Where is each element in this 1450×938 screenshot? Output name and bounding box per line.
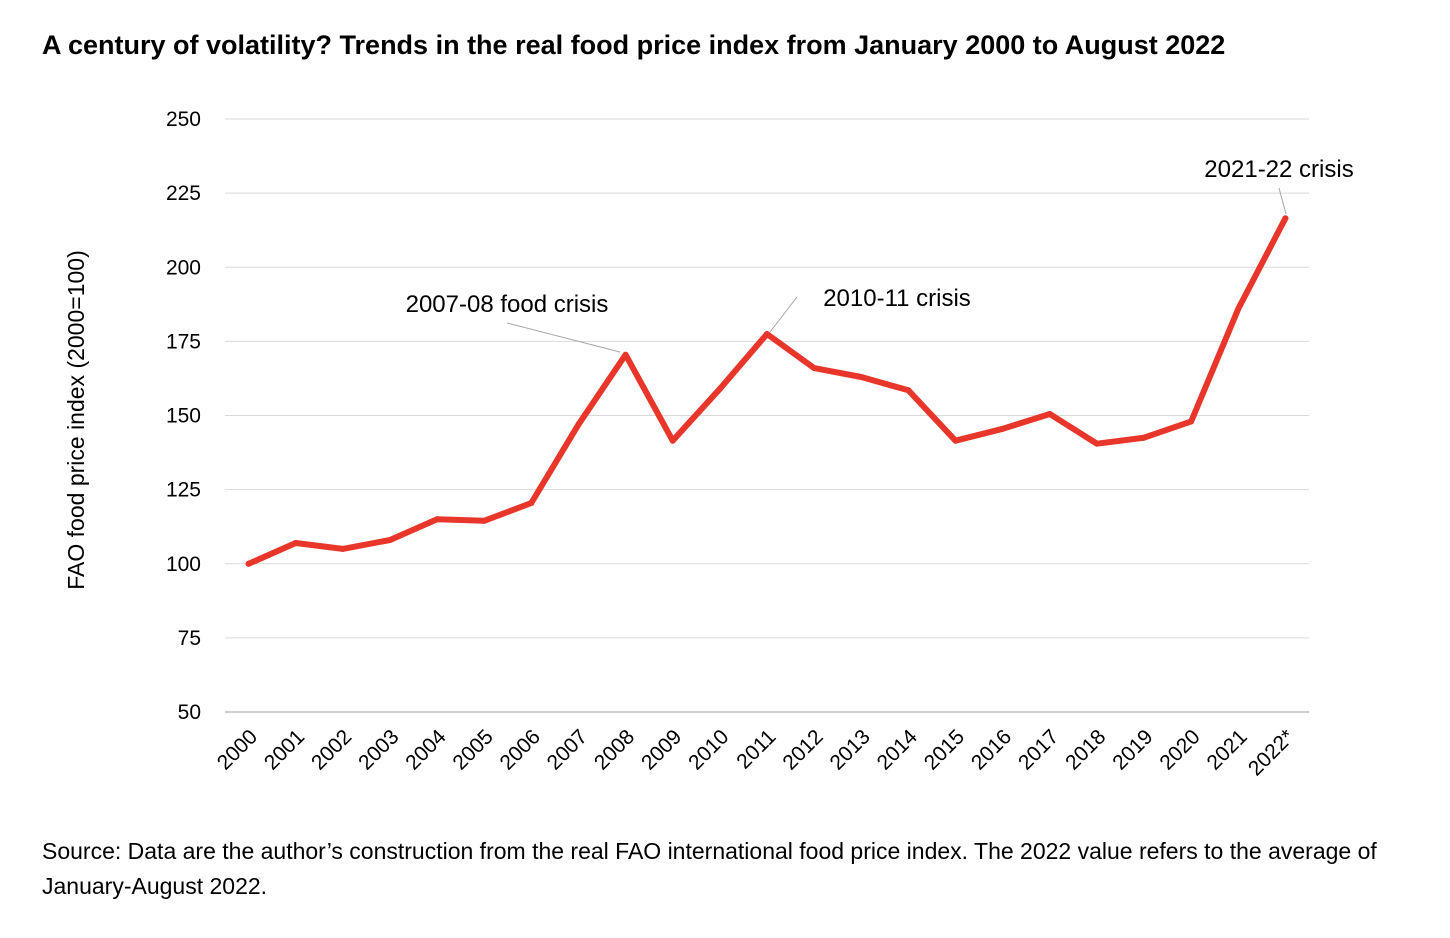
- x-tick-label: 2009: [637, 725, 686, 774]
- x-tick-label: 2001: [260, 725, 309, 774]
- y-tick-label: 225: [166, 182, 201, 205]
- y-tick-label: 125: [166, 479, 201, 502]
- annotation-leader: [769, 296, 798, 333]
- x-tick-label: 2011: [732, 725, 780, 773]
- data-point: [292, 539, 299, 546]
- x-tick-label: 2000: [213, 725, 262, 774]
- x-tick-label: 2022*: [1244, 725, 1299, 780]
- x-tick-label: 2012: [778, 725, 827, 774]
- x-tick-label: 2017: [1014, 725, 1063, 774]
- annotations: 2007-08 food crisis 2010-11 crisis 2021-22…: [406, 156, 1354, 318]
- x-tick-label: 2016: [967, 725, 1016, 774]
- data-point: [1141, 434, 1148, 441]
- data-point: [1282, 215, 1289, 222]
- data-point: [858, 373, 865, 380]
- data-point: [622, 351, 629, 358]
- gridlines: [225, 118, 1309, 713]
- data-point: [811, 365, 818, 372]
- y-axis-label: FAO food price index (2000=100): [63, 250, 89, 589]
- y-tick-label: 150: [166, 405, 201, 428]
- x-tick-label: 2005: [448, 725, 497, 774]
- annotation-leader: [1278, 187, 1287, 215]
- x-tick-label: 2021: [1203, 725, 1252, 774]
- x-axis-ticks: 2000200120022003200420052006200720082009…: [213, 725, 1299, 780]
- y-tick-label: 75: [178, 627, 201, 650]
- data-point: [528, 499, 535, 506]
- data-point: [1235, 305, 1242, 312]
- annotation-leader: [506, 322, 621, 353]
- data-point: [716, 385, 723, 392]
- data-point: [1046, 411, 1053, 418]
- data-point: [764, 330, 770, 337]
- x-tick-label: 2010: [684, 725, 733, 774]
- x-tick-label: 2003: [354, 725, 403, 774]
- y-tick-label: 250: [166, 108, 201, 131]
- y-tick-label: 50: [178, 701, 201, 724]
- y-tick-label: 175: [166, 330, 201, 353]
- data-point: [245, 560, 252, 567]
- annotation-leaders: [506, 187, 1287, 353]
- x-tick-label: 2002: [307, 725, 356, 774]
- data-point: [1093, 440, 1100, 447]
- source-note: Source: Data are the author’s constructi…: [42, 838, 1377, 899]
- data-point: [575, 421, 582, 428]
- data-point: [669, 437, 676, 444]
- series-line: [245, 215, 1289, 567]
- y-tick-label: 100: [166, 553, 201, 576]
- data-points: [245, 215, 1289, 567]
- x-tick-label: 2014: [873, 725, 923, 775]
- x-tick-label: 2007: [543, 725, 592, 774]
- x-tick-label: 2013: [825, 725, 874, 774]
- data-point: [386, 537, 393, 544]
- annotation-label: 2007-08 food crisis: [406, 291, 609, 318]
- data-point: [952, 437, 959, 444]
- data-point: [434, 516, 441, 523]
- annotation-label: 2021-22 crisis: [1204, 156, 1353, 183]
- data-point: [1188, 418, 1195, 425]
- y-axis-ticks: 50 75 100 125 150 175 200 225 250: [166, 108, 201, 724]
- data-point: [905, 387, 912, 394]
- x-tick-label: 2015: [920, 725, 969, 774]
- data-point: [481, 517, 488, 524]
- x-tick-label: 2018: [1061, 725, 1110, 774]
- x-tick-label: 2008: [590, 725, 639, 774]
- data-point: [339, 545, 346, 552]
- chart-title: A century of volatility? Trends in the r…: [42, 30, 1226, 60]
- x-tick-label: 2006: [496, 725, 545, 774]
- x-tick-label: 2020: [1155, 725, 1204, 774]
- x-tick-label: 2019: [1108, 725, 1157, 774]
- x-tick-label: 2004: [401, 725, 451, 775]
- data-point: [999, 425, 1006, 432]
- y-tick-label: 200: [166, 256, 201, 279]
- annotation-label: 2010-11 crisis: [823, 285, 971, 312]
